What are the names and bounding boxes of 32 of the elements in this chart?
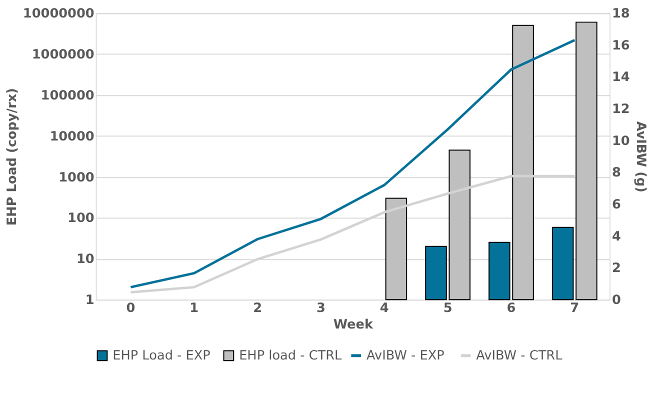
x-tick-label: 7 [570, 300, 580, 316]
x-tick-label: 6 [506, 300, 516, 316]
y2-tick-label: 18 [612, 6, 630, 22]
y-axis-title: EHP Load (copy/rx) [4, 88, 20, 226]
y2-tick-label: 12 [612, 102, 630, 118]
y2-tick-label: 10 [612, 134, 630, 149]
legend-label: EHP Load - EXP [112, 348, 211, 364]
y-tick-label: 100 [68, 211, 94, 226]
x-tick-label: 0 [126, 300, 136, 316]
y2-axis-title: AvIBW (g) [632, 121, 648, 192]
y2-tick-label: 4 [612, 229, 621, 244]
y2-tick-label: 6 [612, 198, 621, 213]
y-tick-label: 10000 [50, 129, 94, 144]
legend-label: AvIBW - CTRL [476, 348, 564, 364]
y-tick-label: 1000000 [32, 47, 94, 62]
y2-tick-label: 2 [612, 261, 621, 276]
y2-tick-label: 8 [612, 166, 621, 181]
x-tick-label: 4 [380, 300, 389, 316]
x-tick-label: 1 [190, 300, 199, 316]
x-tick-label: 5 [443, 300, 452, 316]
y-tick-label: 10000000 [22, 6, 94, 22]
x-tick-label: 2 [253, 300, 262, 316]
x-axis-title: Week [333, 318, 374, 333]
y2-tick-label: 16 [612, 38, 630, 54]
legend-label: EHP load - CTRL [239, 348, 343, 364]
y-tick-label: 1000 [58, 170, 94, 186]
x-tick-label: 3 [316, 300, 326, 316]
legend-label: AvIBW - EXP [366, 348, 445, 364]
y-tick-label: 10 [76, 252, 94, 268]
y-tick-label: 100000 [40, 88, 94, 104]
line-series [129, 38, 576, 288]
y2-tick-label: 14 [612, 70, 630, 86]
